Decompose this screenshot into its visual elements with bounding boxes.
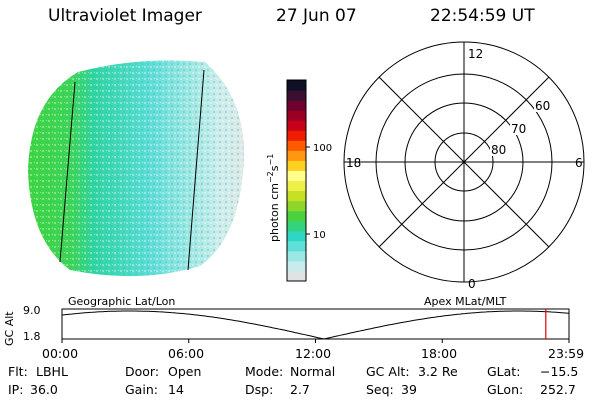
colorbar-segment bbox=[287, 110, 306, 121]
colorbar-segment bbox=[287, 130, 306, 141]
colorbar-segment bbox=[287, 250, 306, 262]
dsp-value: 2.7 bbox=[290, 382, 310, 397]
glon-label: GLon: bbox=[487, 382, 524, 397]
apex-panel-label: Apex MLat/MLT bbox=[424, 295, 507, 308]
colorbar-segment bbox=[287, 180, 306, 192]
ip-label: IP: bbox=[8, 382, 24, 397]
mlat-label-80: 80 bbox=[491, 143, 506, 157]
colorbar-segment bbox=[287, 270, 306, 282]
instrument-title: Ultraviolet Imager bbox=[48, 6, 202, 26]
colorbar-tick-10: 10 bbox=[313, 230, 326, 241]
time-tick-0600: 06:00 bbox=[168, 346, 205, 361]
longitude-line-east bbox=[187, 69, 205, 271]
mlt-label-18: 18 bbox=[346, 156, 361, 170]
glat-label: GLat: bbox=[487, 364, 521, 379]
colorbar-segment bbox=[287, 90, 306, 101]
color-scale-bar bbox=[287, 80, 306, 282]
time-tick-1200: 12:00 bbox=[295, 346, 332, 361]
altitude-tick-9: 9.0 bbox=[23, 304, 41, 317]
altitude-axis-label: GC Alt bbox=[3, 311, 16, 346]
image-time: 22:54:59 UT bbox=[430, 6, 535, 26]
filter-label: Flt: bbox=[8, 364, 28, 379]
glat-value: −15.5 bbox=[540, 364, 579, 379]
time-tick-0000: 00:00 bbox=[42, 346, 79, 361]
mode-label: Mode: bbox=[245, 364, 284, 379]
mlat-label-70: 70 bbox=[511, 122, 526, 136]
colorbar-segment bbox=[287, 260, 306, 272]
colorbar-segment bbox=[287, 80, 306, 91]
uv-image-disc bbox=[28, 60, 245, 277]
door-value: Open bbox=[168, 364, 202, 379]
colorbar-segment bbox=[287, 160, 306, 171]
dsp-label: Dsp: bbox=[245, 382, 274, 397]
colorbar-segment bbox=[287, 150, 306, 161]
image-date: 27 Jun 07 bbox=[276, 6, 357, 26]
polar-grid bbox=[343, 41, 585, 283]
colorbar-segment bbox=[287, 170, 306, 181]
colorbar-segment bbox=[287, 210, 306, 222]
orbit-altitude-plot: 9.0 1.8 GC Alt bbox=[3, 304, 570, 346]
gc-altitude-label: GC Alt: bbox=[366, 364, 410, 379]
sequence-label: Seq: bbox=[366, 382, 394, 397]
mlt-label-12: 12 bbox=[468, 47, 483, 61]
colorbar-unit-label: photon cm−2s−1 bbox=[266, 154, 281, 242]
altitude-tick-1-8: 1.8 bbox=[23, 330, 41, 343]
sequence-value: 39 bbox=[401, 382, 417, 397]
colorbar-tick-100: 100 bbox=[313, 143, 332, 154]
polar-labels: 12 18 6 0 60 70 80 bbox=[346, 47, 583, 291]
gc-altitude-value: 3.2 Re bbox=[418, 364, 458, 379]
mlt-label-6: 6 bbox=[575, 156, 583, 170]
glon-value: 252.7 bbox=[540, 382, 576, 397]
time-tick-2359: 23:59 bbox=[548, 346, 585, 361]
filter-value: LBHL bbox=[36, 364, 68, 379]
mlat-label-60: 60 bbox=[535, 99, 550, 113]
colorbar-segment bbox=[287, 190, 306, 202]
gain-value: 14 bbox=[168, 382, 184, 397]
colorbar-segment bbox=[287, 220, 306, 232]
colorbar-segment bbox=[287, 200, 306, 212]
gain-label: Gain: bbox=[125, 382, 158, 397]
ip-value: 36.0 bbox=[30, 382, 58, 397]
altitude-curve bbox=[61, 310, 570, 340]
colorbar-segment bbox=[287, 100, 306, 111]
door-label: Door: bbox=[125, 364, 160, 379]
time-tick-1800: 18:00 bbox=[421, 346, 458, 361]
geographic-panel-label: Geographic Lat/Lon bbox=[68, 295, 176, 308]
mode-value: Normal bbox=[290, 364, 336, 379]
color-scale-frame bbox=[286, 79, 307, 282]
colorbar-segment bbox=[287, 240, 306, 252]
colorbar-segment bbox=[287, 120, 306, 131]
colorbar-segment bbox=[287, 140, 306, 151]
mlt-label-0: 0 bbox=[468, 277, 476, 291]
colorbar-segment bbox=[287, 230, 306, 242]
longitude-line-west bbox=[59, 81, 76, 263]
